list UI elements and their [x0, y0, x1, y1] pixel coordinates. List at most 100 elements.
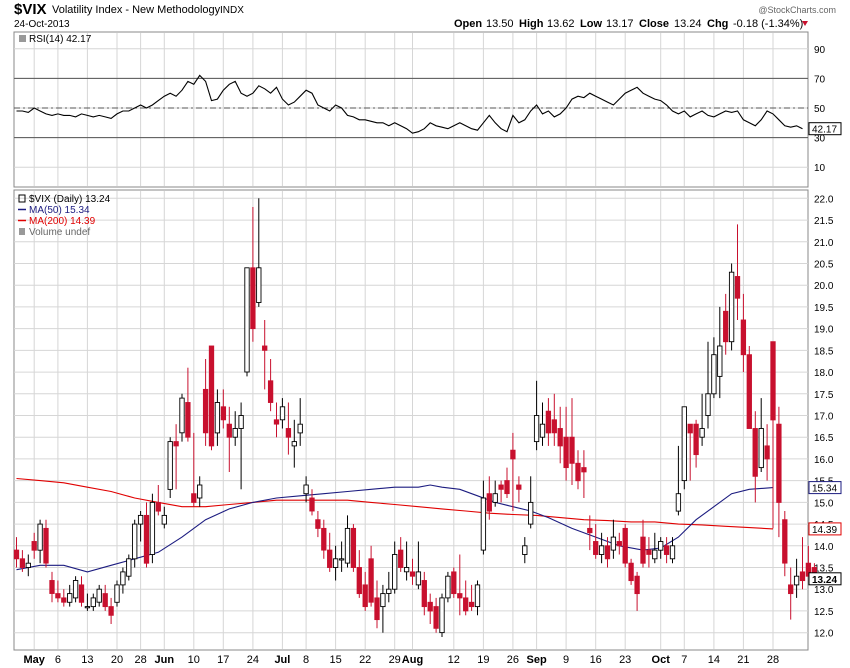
price-tick-label: 17.5: [814, 390, 834, 401]
candle-body: [197, 484, 203, 499]
candle-body: [72, 580, 79, 599]
candle-body: [291, 441, 297, 447]
candle-body: [734, 276, 741, 299]
candle-body: [793, 575, 800, 586]
candle: [516, 476, 522, 503]
candle-body: [315, 519, 321, 529]
candle-body: [368, 558, 374, 603]
candle: [161, 506, 167, 529]
price-tick-label: 18.0: [814, 368, 834, 379]
candle: [197, 476, 203, 507]
candle: [37, 519, 43, 564]
candle-body: [344, 527, 351, 564]
candle-body: [350, 527, 357, 568]
candle: [646, 537, 652, 568]
candle-body: [262, 345, 268, 351]
candle: [628, 558, 634, 585]
price-tick-label: 12.0: [814, 629, 834, 640]
candle: [687, 423, 693, 481]
candle-body: [468, 601, 475, 608]
candle-body: [67, 593, 73, 603]
candle: [782, 511, 788, 577]
candle: [49, 571, 55, 603]
candle: [616, 532, 622, 555]
price-tick-label: 22.0: [814, 194, 834, 205]
x-tick-label: 7: [681, 654, 687, 666]
candle: [78, 576, 85, 607]
candle-body: [78, 584, 85, 603]
candle-body: [61, 597, 67, 603]
symbol-title: $VIX: [14, 1, 47, 18]
candle: [96, 584, 102, 607]
candle-body: [640, 536, 646, 564]
candle-body: [705, 393, 711, 416]
candle-body: [114, 584, 120, 603]
candle: [705, 341, 711, 429]
candle-body: [303, 484, 309, 495]
candle-body: [658, 541, 664, 551]
x-tick-label: 28: [767, 654, 779, 666]
candle: [734, 224, 741, 320]
candle: [457, 554, 463, 616]
rsi-line: [16, 74, 803, 134]
candle-body: [616, 541, 622, 547]
candle: [581, 450, 587, 498]
candle: [61, 589, 67, 607]
candle-body: [332, 558, 339, 568]
x-tick-label: 22: [359, 654, 371, 666]
candle: [344, 515, 351, 568]
candle: [492, 480, 498, 507]
candle-body: [752, 428, 758, 477]
price-tick-label: 13.5: [814, 564, 834, 575]
candle: [191, 432, 197, 507]
candle-body: [250, 267, 256, 330]
x-tick-label: 6: [55, 654, 61, 666]
price-tick-label: 20.5: [814, 260, 834, 271]
x-tick-label: 29: [389, 654, 401, 666]
candle: [208, 345, 215, 451]
candle-body: [699, 428, 705, 438]
candle-body: [551, 419, 557, 434]
candle: [522, 537, 528, 564]
rsi-panel-frame: [13, 31, 809, 188]
candle-body: [256, 267, 262, 303]
candle-body: [55, 593, 61, 599]
candle-body: [533, 415, 540, 443]
candle-body: [557, 428, 563, 447]
candle: [13, 537, 20, 568]
candle: [717, 306, 723, 399]
candle-body: [646, 549, 652, 555]
last-value-badge: 13.24: [808, 572, 842, 586]
x-tick-label: 23: [619, 654, 631, 666]
candle: [202, 359, 209, 446]
rsi-tick-label: 30: [814, 134, 826, 145]
candle: [409, 558, 416, 585]
candle: [658, 537, 664, 559]
rsi-tick-label: 70: [814, 74, 826, 85]
candle-body: [149, 501, 156, 555]
chg-label: Chg: [707, 18, 728, 30]
candle-body: [208, 345, 215, 447]
candle-body: [161, 514, 167, 525]
candle-body: [31, 541, 37, 551]
last-value-text: 14.39: [812, 525, 837, 536]
candle: [250, 207, 256, 342]
candle: [634, 571, 640, 611]
candle: [604, 537, 611, 568]
candle-body: [492, 493, 498, 503]
candle-body: [693, 423, 699, 456]
open-value: 13.50: [486, 18, 514, 30]
candle: [746, 346, 752, 429]
candle: [350, 524, 357, 572]
rsi-tick-label: 90: [814, 45, 826, 56]
candle: [575, 450, 581, 490]
price-tick-label: 16.0: [814, 455, 834, 466]
candle-body: [486, 493, 492, 512]
candle: [788, 567, 794, 620]
candle: [463, 580, 469, 616]
candle: [392, 541, 398, 594]
candle: [640, 519, 646, 568]
candle-body: [622, 527, 628, 564]
candle-body: [782, 519, 788, 564]
candle: [693, 419, 699, 468]
